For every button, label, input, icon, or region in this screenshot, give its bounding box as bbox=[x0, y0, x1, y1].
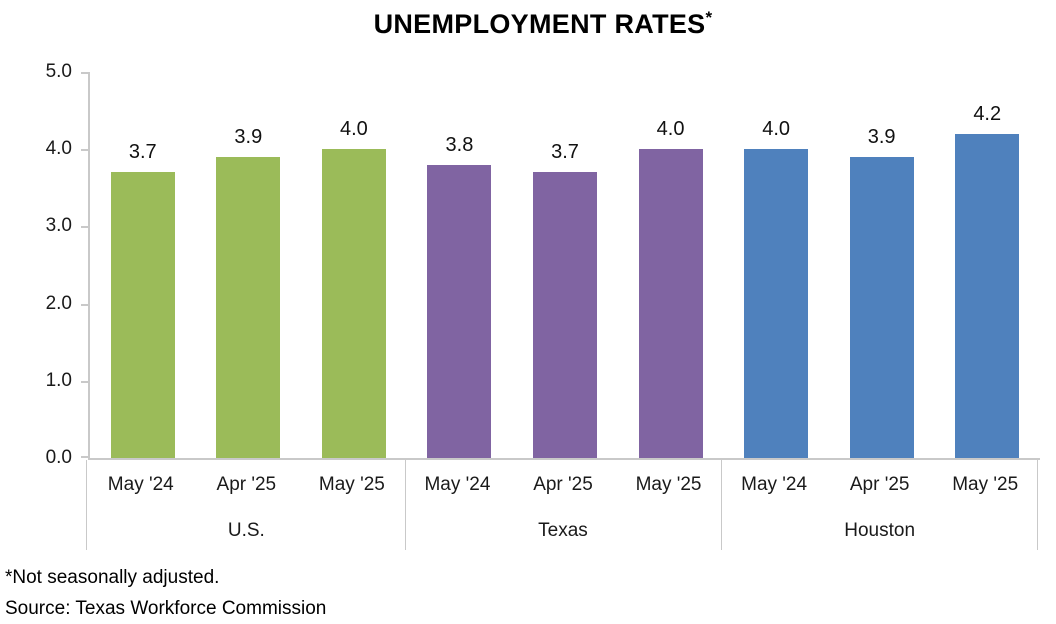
y-axis-labels: 0.0 1.0 2.0 3.0 4.0 5.0 bbox=[0, 61, 76, 468]
group-separator bbox=[1037, 460, 1038, 550]
bar bbox=[849, 156, 914, 458]
footnote-asterisk: *Not seasonally adjusted. bbox=[5, 567, 220, 588]
y-axis-tick-label: 3.0 bbox=[45, 215, 72, 237]
bar-value-label: 4.0 bbox=[762, 118, 791, 141]
category-band: May '24 Apr '25 May '25 U.S. May '24 Apr '25 M… bbox=[86, 460, 1038, 552]
category-label: May '25 bbox=[635, 474, 702, 495]
bar-value-label: 4.0 bbox=[339, 118, 368, 141]
category-label: May '25 bbox=[952, 474, 1019, 495]
bar-value-label: 4.2 bbox=[973, 102, 1002, 125]
group-label: Houston bbox=[844, 520, 916, 541]
bar-value-label: 3.7 bbox=[128, 141, 157, 164]
category-label: May '24 bbox=[424, 474, 491, 495]
category-label: May '24 bbox=[107, 474, 174, 495]
bar-value-label: 4.0 bbox=[656, 118, 685, 141]
bar-value-label: 3.9 bbox=[234, 125, 263, 148]
category-label: Apr '25 bbox=[533, 474, 593, 495]
group-separator bbox=[721, 460, 723, 550]
bar bbox=[955, 133, 1020, 458]
y-axis-tick-label: 2.0 bbox=[45, 292, 72, 314]
y-axis-tick-mark bbox=[81, 72, 88, 74]
chart-title: UNEMPLOYMENT RATES* bbox=[0, 8, 1056, 40]
y-axis-tick-label: 0.0 bbox=[45, 447, 72, 468]
bar bbox=[110, 172, 175, 458]
y-axis-tick-label: 5.0 bbox=[45, 61, 72, 82]
chart-title-text: UNEMPLOYMENT RATES bbox=[373, 9, 706, 39]
y-axis-tick-mark bbox=[81, 149, 88, 152]
footnote-source: Source: Texas Workforce Commission bbox=[5, 598, 327, 619]
y-axis-tick-label: 1.0 bbox=[45, 369, 72, 391]
bar bbox=[533, 172, 597, 458]
plot-area: 3.7 3.9 4.0 3.8 3.7 4.0 4.0 3.9 4.2 bbox=[81, 72, 1040, 460]
y-axis-tick-mark bbox=[81, 226, 88, 229]
category-label: Apr '25 bbox=[849, 474, 910, 495]
group-separator bbox=[86, 460, 87, 550]
group-label: Texas bbox=[538, 520, 588, 541]
category-label: May '25 bbox=[318, 474, 385, 495]
bar-value-label: 3.8 bbox=[445, 133, 474, 156]
title-asterisk: * bbox=[705, 8, 713, 27]
group-separator bbox=[404, 460, 406, 550]
y-axis-tick-label: 4.0 bbox=[45, 138, 72, 160]
y-axis-tick-mark bbox=[81, 456, 88, 458]
bar bbox=[321, 149, 386, 458]
bar bbox=[744, 149, 809, 458]
y-axis-tick-mark bbox=[81, 380, 88, 383]
category-label: Apr '25 bbox=[216, 474, 277, 495]
category-label: May '24 bbox=[741, 474, 808, 495]
bar bbox=[638, 149, 703, 458]
group-label: U.S. bbox=[227, 520, 265, 541]
bar bbox=[427, 164, 492, 458]
y-axis-tick-mark bbox=[81, 303, 88, 306]
bar bbox=[216, 156, 281, 458]
bar-value-label: 3.9 bbox=[867, 125, 896, 148]
bar-value-label: 3.7 bbox=[551, 141, 579, 164]
